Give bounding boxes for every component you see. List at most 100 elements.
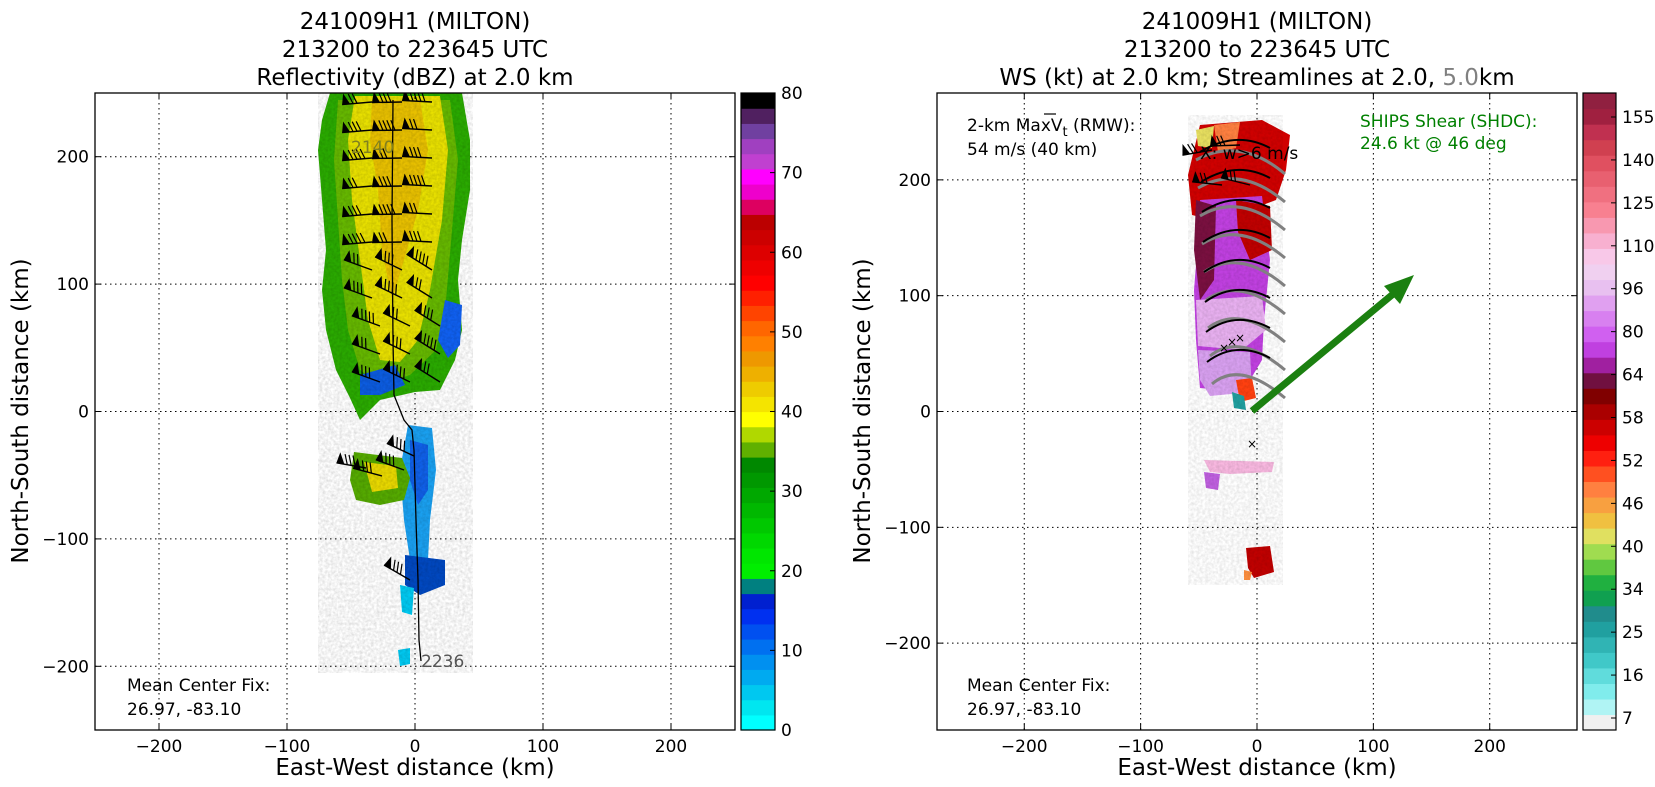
right-y-axis-label: North-South distance (km) [850,258,876,563]
colorbar-swatch [1583,652,1616,669]
colorbar-swatch [1583,294,1616,312]
barb-staff [402,99,433,103]
streamline-gray [1201,233,1286,260]
barb-feather [1203,172,1208,184]
title-part-2: km [1479,65,1515,91]
barb-feather [399,438,402,450]
colorbar-swatch [741,229,775,246]
colorbar-swatch [741,290,775,306]
barb-pennant [342,205,351,217]
barb-feather [418,279,422,291]
colorbar-tick-label: 52 [1622,451,1644,471]
barb-feather [355,205,362,216]
wind-barb [383,556,411,581]
barb-feather [420,175,426,186]
wind-barb [371,231,403,244]
track-label-end: 2236 [421,652,464,672]
barb-feather [359,148,366,159]
left-y-axis-label: North-South distance (km) [8,258,34,563]
colorbar-swatch [741,639,775,655]
barb-pennant [414,329,423,343]
barb-feather [423,333,427,345]
colorbar-swatch [741,320,775,337]
barb-pennant [336,452,345,465]
barb-feather [391,254,394,266]
barb-feather [378,204,384,215]
colorbar-swatch [1583,419,1616,436]
wind-barb [402,145,433,159]
colorbar-swatch [1583,263,1616,281]
wind-barb [402,229,433,243]
barb-feather [359,232,366,243]
streamline-gray [1209,345,1286,372]
colorbar-tick-label: 30 [781,482,803,502]
barb-feather [353,280,355,292]
shear-line-1: SHIPS Shear (SHDC): [1360,112,1537,132]
barb-pennant [402,201,411,213]
colorbar-swatch [741,93,775,109]
barb-pennant [372,203,381,215]
barb-staff [402,155,433,159]
wind-barb [1209,134,1241,147]
barb-pennant [372,147,381,159]
barb-feather [384,278,387,290]
wind-barb [342,121,373,134]
barb-pennant [384,556,392,569]
colorbar-swatch [741,396,775,413]
barb-feather [396,437,398,449]
colorbar-swatch [1583,574,1616,591]
wind-barb [351,334,381,355]
barb-pennant [375,247,383,261]
wind-barb [374,275,403,299]
colorbar-swatch [1583,636,1616,653]
barb-feather [395,308,398,320]
barb-pennant [353,458,361,471]
x-tick-label: −200 [1001,737,1048,757]
wind-barb [351,306,381,327]
barb-feather [386,204,392,215]
colorbar-swatch [741,275,775,291]
barb-feather [408,93,414,102]
colorbar-swatch [1583,528,1616,545]
colorbar-swatch [741,138,775,155]
colorbar-tick-label: 80 [1622,323,1644,343]
updraft-x-mark: × [1219,341,1229,355]
wind-barb [406,245,433,271]
barb-feather [430,309,434,321]
barb-feather [351,93,358,104]
streamline-gray [1195,149,1286,176]
colorbar-swatch [741,684,775,701]
colorbar-swatch [1583,605,1616,622]
streamline-black [1206,348,1271,363]
right-ticks: −200 −100 0 100 200 −200 −100 0 100 200 [884,93,1577,757]
wind-barb [402,173,433,187]
colorbar-swatch [1583,155,1616,172]
left-title-line-3: Reflectivity (dBZ) at 2.0 km [256,65,573,91]
colorbar-swatch [741,517,775,534]
reflectivity-panel: 241009H1 (MILTON) 213200 to 223645 UTC R… [8,9,803,781]
barb-pennant [343,250,352,263]
barb-staff [402,127,433,131]
wind-barb [414,301,441,327]
barb-feather [351,121,358,132]
colorbar-swatch [741,593,775,610]
barb-feather [408,174,414,186]
barb-feather [399,366,402,378]
barb-pennant [342,121,351,133]
barb-feather [423,361,427,373]
colorbar-swatch [741,472,775,488]
colorbar-swatch [741,654,775,670]
colorbar-tick-label: 7 [1622,709,1633,729]
colorbar-tick-label: 155 [1622,108,1654,128]
updraft-x-mark: × [1227,335,1237,349]
colorbar-swatch [741,153,775,170]
wind-barb [402,117,433,131]
barb-pennant [351,362,360,375]
colorbar-swatch [741,457,775,473]
barb-pennant [343,278,352,291]
wind-speed-panel: 241009H1 (MILTON) 213200 to 223645 UTC W… [850,9,1654,781]
barb-feather [361,460,365,472]
barb-feather [412,202,418,214]
barb-feather [395,336,398,348]
updraft-legend: X: w>6 m/s [1200,144,1298,164]
